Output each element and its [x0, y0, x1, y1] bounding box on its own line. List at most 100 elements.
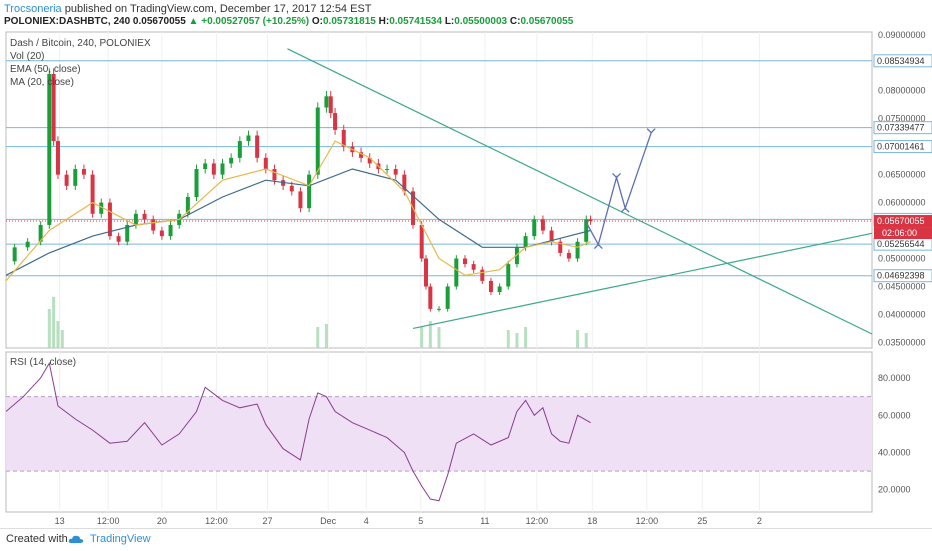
volume-bar [47, 309, 51, 348]
candle-body [359, 152, 364, 158]
level-label-box [873, 140, 932, 154]
chart-header: Trocsoneria published on TradingView.com… [0, 0, 932, 30]
open-label: O: [311, 16, 323, 27]
candle-body [454, 258, 459, 287]
candle-body [81, 169, 86, 175]
arrow-head [620, 207, 630, 213]
candle-body [428, 286, 433, 309]
low-value: 0.05500003 [454, 16, 508, 27]
high-label: H: [378, 16, 390, 27]
time-axis-label: 4 [364, 516, 369, 526]
level-label: 0.08534934 [877, 56, 925, 66]
rsi-legend[interactable]: RSI (14, close) [10, 357, 77, 368]
legend-title: Dash / Bitcoin, 240, POLONIEX [10, 38, 151, 49]
time-axis-label: 12:00 [205, 516, 228, 526]
candle-body [142, 213, 147, 220]
candle-body [497, 286, 502, 293]
descending-trendline [287, 48, 873, 335]
time-axis-label: 12:00 [526, 516, 549, 526]
ma-line [5, 140, 591, 282]
candle-body [315, 107, 320, 175]
candle-body [289, 185, 294, 192]
volume-bar [428, 321, 432, 348]
close-label: C: [509, 16, 521, 27]
legend-volume[interactable]: Vol (20) [10, 51, 45, 62]
volume-bar [60, 330, 64, 348]
price-axis-label: 0.07500000 [878, 114, 926, 124]
time-axis-label: 5 [418, 516, 423, 526]
candle-body [480, 269, 485, 281]
candle-body [73, 169, 78, 186]
level-label: 0.07001461 [877, 142, 925, 152]
high-value: 0.05741534 [389, 16, 443, 27]
chart-legend: Dash / Bitcoin, 240, POLONIEX Vol (20) E… [10, 37, 151, 89]
candle-body [424, 258, 429, 287]
candle-body [385, 169, 390, 171]
level-label-box [873, 269, 932, 283]
candle-body [12, 247, 17, 262]
author-link[interactable]: Trocsoneria [4, 3, 62, 15]
rsi-axis-label: 80.0000 [878, 373, 911, 383]
volume-bar [584, 333, 588, 348]
candle-body [133, 213, 138, 225]
candle-body [185, 196, 190, 214]
candle-body [298, 191, 303, 209]
level-label: 0.05256544 [877, 239, 925, 249]
change-arrow-icon: ▲ [188, 16, 199, 27]
candle-body [367, 157, 372, 164]
price-axis-label: 0.04500000 [878, 281, 926, 291]
candle-body [125, 224, 130, 242]
level-label: 0.07339477 [877, 123, 925, 133]
arrow-head [612, 172, 621, 179]
legend-ema[interactable]: EMA (50, close) [10, 64, 81, 75]
published-text: published on TradingView.com, December 1… [64, 3, 372, 15]
candle-body [99, 202, 104, 214]
candle-body [558, 241, 563, 253]
volume-bar [420, 327, 424, 348]
time-axis-label: 27 [263, 516, 273, 526]
volume-bar [524, 327, 528, 348]
candle-body [328, 96, 333, 114]
candle-body [549, 230, 554, 242]
volume-bar [52, 297, 56, 348]
level-label-box [873, 54, 932, 68]
time-axis-label: 12:00 [97, 516, 120, 526]
open-value: 0.05731815 [323, 16, 376, 27]
time-axis-label: Dec [320, 516, 337, 526]
last-price: 0.05670055 [132, 16, 186, 27]
candle-body [211, 163, 216, 175]
candle-body [272, 169, 277, 181]
level-label-box [873, 121, 932, 135]
volume-bar [576, 330, 580, 348]
level-label: 0.04692398 [877, 271, 925, 281]
volume-bar [515, 333, 519, 348]
candle-body [38, 224, 43, 242]
candle-body [523, 236, 528, 248]
countdown-label: 02:06:00 [882, 228, 917, 238]
rsi-line [5, 361, 591, 502]
countdown-box [874, 227, 932, 240]
candle-body [47, 73, 52, 225]
candle-body [462, 258, 467, 265]
tradingview-logo[interactable]: TradingView [90, 533, 151, 545]
candle-body [575, 241, 580, 259]
tradingview-cloud-icon [68, 535, 84, 543]
candle-body [229, 157, 234, 164]
candle-body [393, 169, 398, 175]
candle-body [116, 236, 121, 242]
volume-bar [56, 321, 60, 348]
time-axis-label: 12:00 [636, 516, 659, 526]
candle-body [341, 129, 346, 147]
candle-body [25, 241, 30, 248]
price-axis-label: 0.03500000 [878, 337, 926, 347]
candle-body [51, 73, 56, 142]
candle-body [445, 286, 450, 309]
last-price-label: 0.05670055 [877, 216, 925, 226]
change-text: +0.00527057 (+10.25%) [201, 16, 310, 27]
candle-body [246, 135, 251, 142]
price-axis-label: 0.06500000 [878, 170, 926, 180]
legend-ma[interactable]: MA (20, close) [10, 77, 74, 88]
candle-body [566, 252, 571, 259]
time-axis-label: 11 [480, 516, 489, 526]
